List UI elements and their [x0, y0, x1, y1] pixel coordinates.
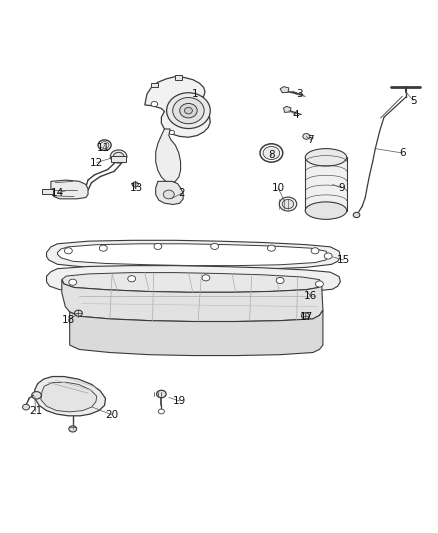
Polygon shape	[284, 106, 291, 112]
Ellipse shape	[99, 245, 107, 251]
Polygon shape	[70, 310, 323, 356]
Polygon shape	[46, 265, 340, 294]
Text: 21: 21	[29, 407, 42, 416]
Polygon shape	[111, 157, 127, 161]
Text: 18: 18	[62, 315, 75, 325]
Ellipse shape	[305, 202, 347, 220]
Text: 3: 3	[297, 89, 303, 99]
Ellipse shape	[32, 392, 41, 399]
Ellipse shape	[301, 313, 309, 319]
Ellipse shape	[74, 310, 82, 316]
Text: 11: 11	[97, 143, 110, 153]
Ellipse shape	[151, 101, 158, 107]
Polygon shape	[62, 272, 321, 292]
Ellipse shape	[180, 103, 197, 118]
Ellipse shape	[311, 248, 319, 254]
Polygon shape	[57, 244, 329, 265]
Ellipse shape	[113, 152, 124, 160]
Text: 9: 9	[338, 183, 345, 193]
Ellipse shape	[169, 130, 174, 135]
Text: 16: 16	[304, 291, 317, 301]
Ellipse shape	[156, 390, 166, 398]
Text: 12: 12	[90, 158, 103, 167]
Ellipse shape	[211, 244, 219, 249]
Ellipse shape	[22, 404, 29, 410]
Text: 19: 19	[173, 396, 186, 406]
Polygon shape	[46, 240, 340, 270]
Ellipse shape	[69, 279, 77, 285]
Ellipse shape	[166, 93, 210, 128]
Ellipse shape	[100, 142, 109, 149]
Text: 1: 1	[192, 89, 198, 99]
Ellipse shape	[315, 281, 323, 287]
Polygon shape	[41, 382, 97, 412]
Polygon shape	[155, 129, 180, 183]
Ellipse shape	[184, 107, 192, 114]
Ellipse shape	[173, 98, 204, 124]
Text: 7: 7	[307, 135, 314, 145]
Text: 10: 10	[272, 183, 285, 193]
Text: 15: 15	[337, 255, 350, 265]
Ellipse shape	[305, 149, 347, 166]
Ellipse shape	[64, 248, 72, 254]
Text: 2: 2	[179, 188, 185, 198]
Polygon shape	[175, 75, 182, 79]
Text: 5: 5	[410, 95, 417, 106]
Polygon shape	[42, 189, 53, 195]
Ellipse shape	[110, 150, 127, 163]
Polygon shape	[35, 376, 106, 416]
Ellipse shape	[158, 409, 164, 414]
Polygon shape	[155, 181, 183, 205]
Ellipse shape	[128, 276, 136, 282]
Ellipse shape	[353, 212, 360, 217]
Ellipse shape	[279, 197, 297, 211]
Polygon shape	[51, 180, 88, 199]
Polygon shape	[151, 83, 158, 87]
Text: 6: 6	[399, 148, 406, 158]
Text: 20: 20	[106, 410, 119, 420]
Ellipse shape	[303, 134, 310, 139]
Ellipse shape	[324, 253, 332, 259]
Ellipse shape	[202, 275, 210, 281]
Text: 17: 17	[300, 312, 313, 322]
Text: 14: 14	[51, 188, 64, 198]
Text: 4: 4	[292, 110, 299, 119]
Ellipse shape	[283, 199, 293, 208]
Ellipse shape	[268, 245, 276, 251]
Ellipse shape	[276, 277, 284, 284]
Ellipse shape	[69, 426, 77, 432]
Polygon shape	[280, 87, 289, 93]
Polygon shape	[62, 280, 323, 321]
Text: 8: 8	[268, 150, 275, 160]
Ellipse shape	[154, 244, 162, 249]
Ellipse shape	[132, 182, 138, 187]
Polygon shape	[305, 157, 347, 211]
Text: 13: 13	[129, 183, 143, 193]
Ellipse shape	[163, 190, 174, 199]
Ellipse shape	[263, 147, 280, 159]
Polygon shape	[145, 77, 210, 138]
